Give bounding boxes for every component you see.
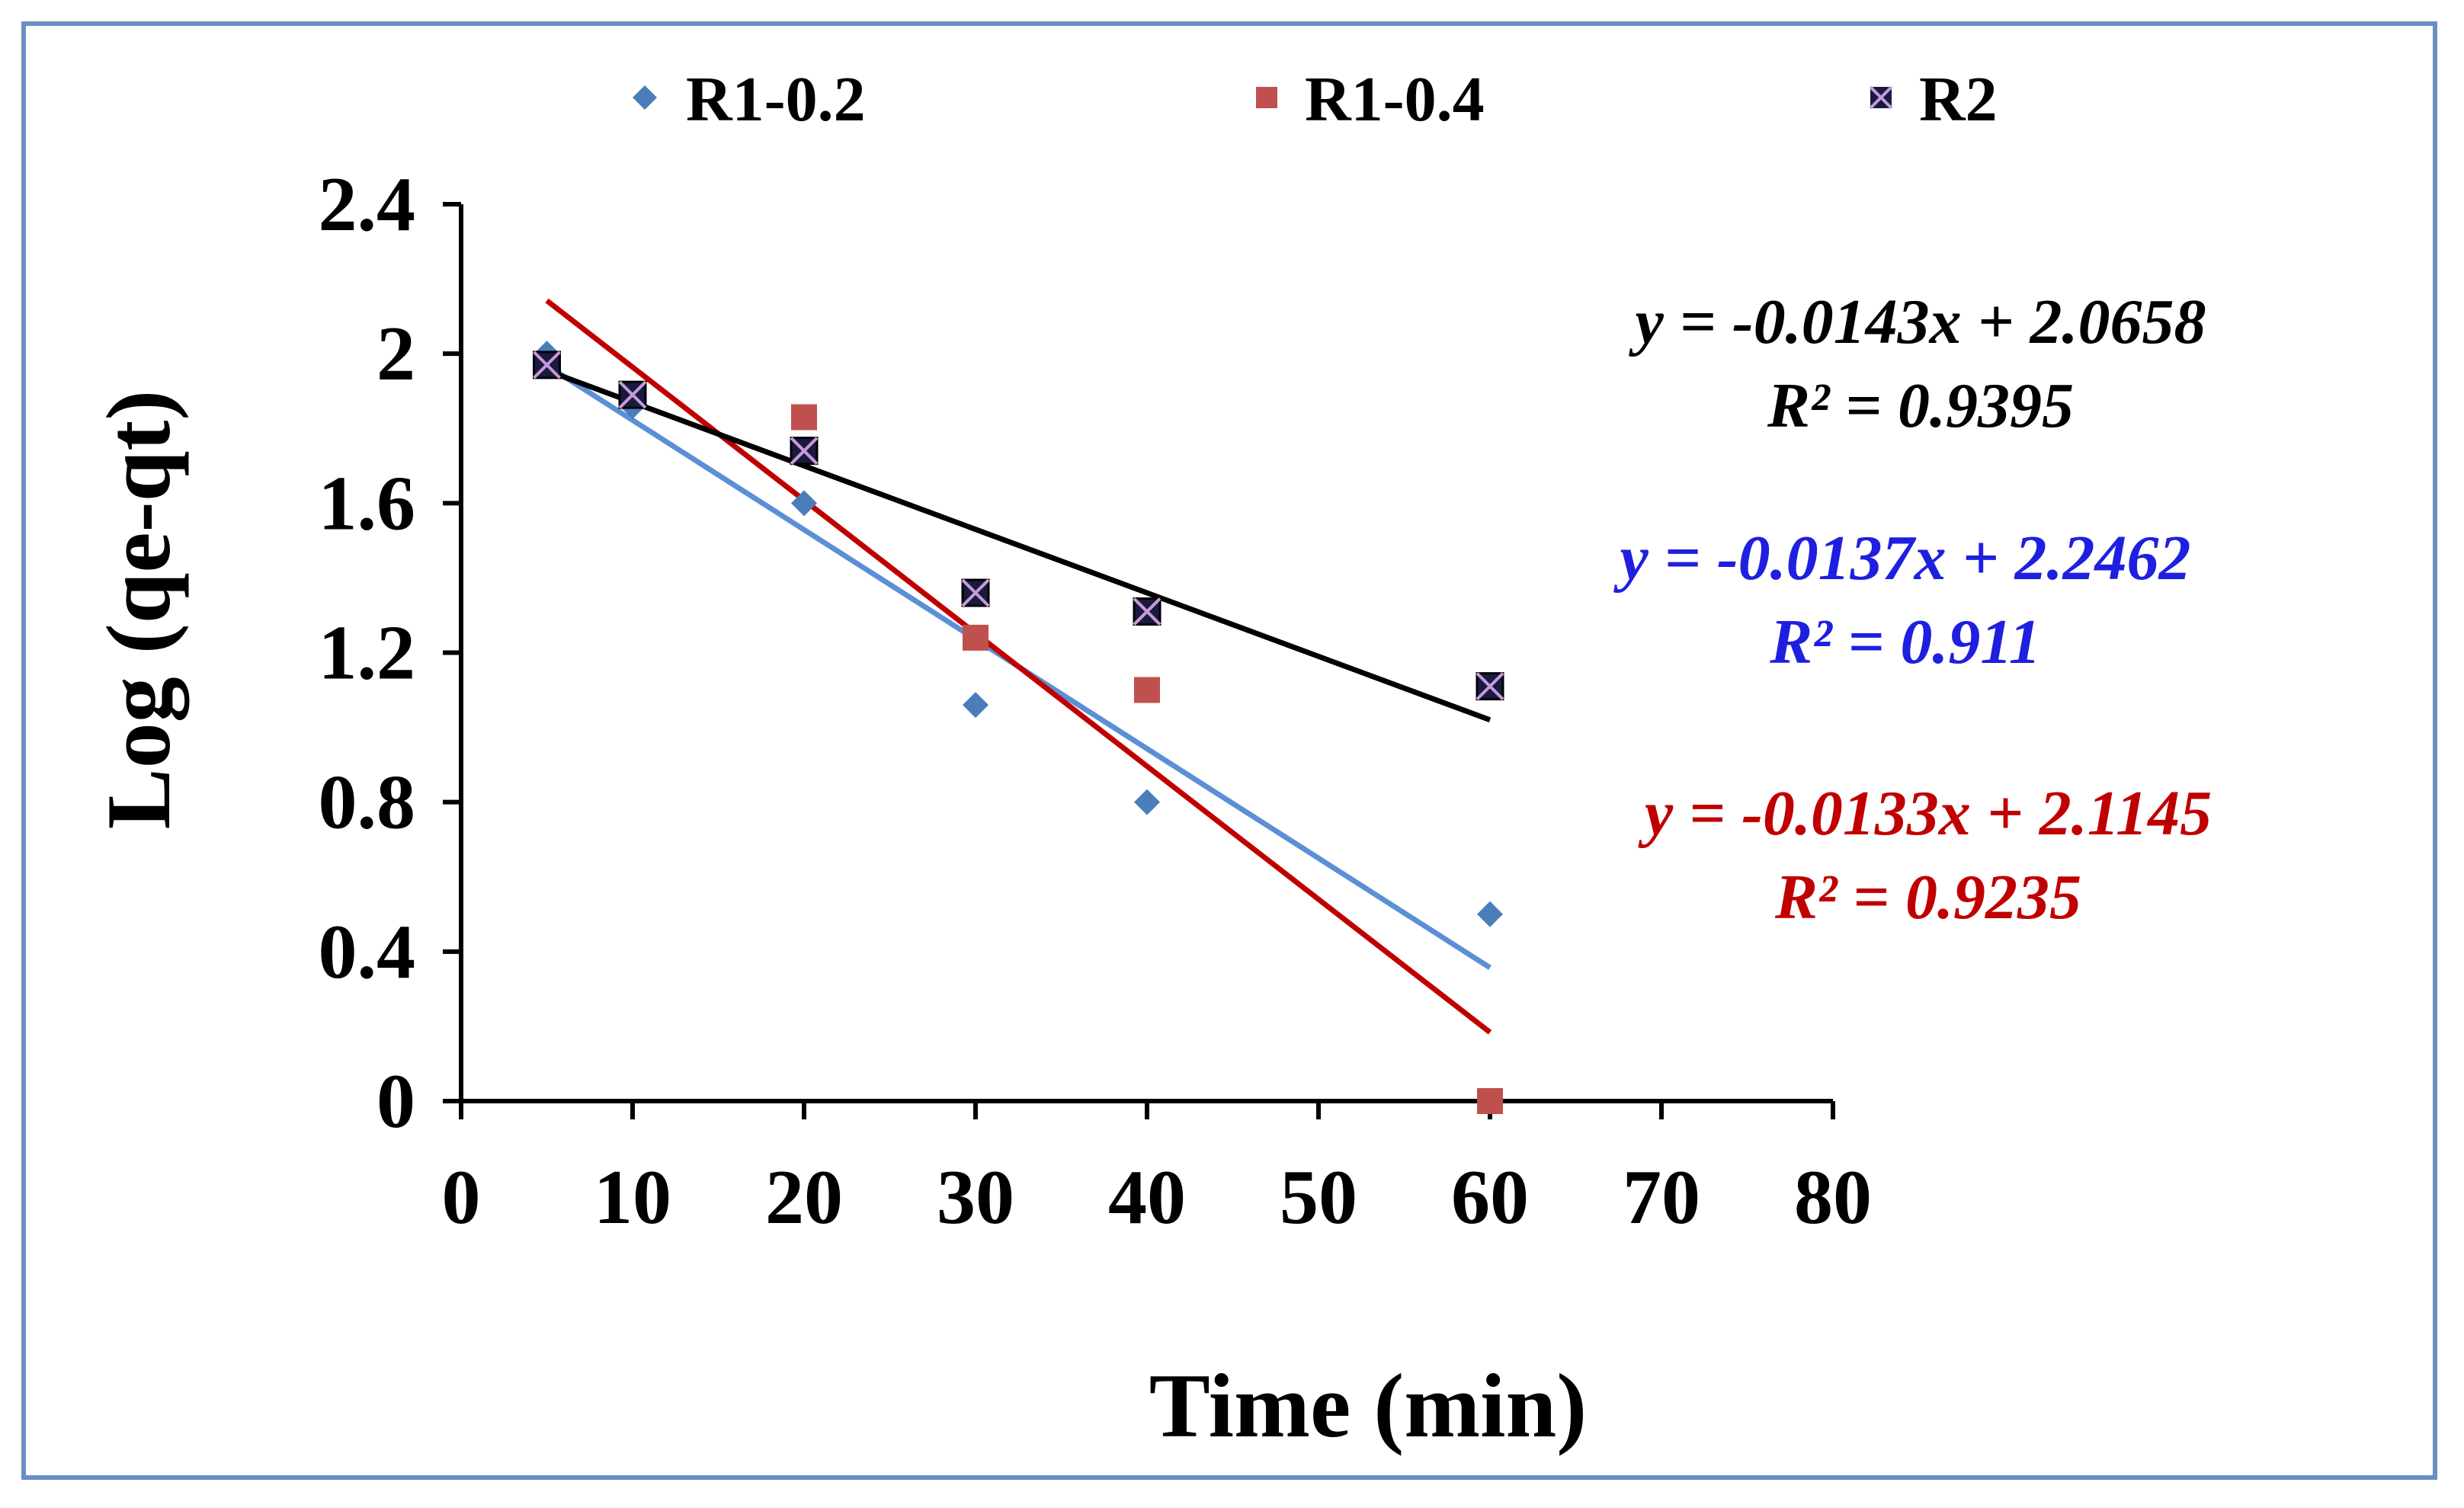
legend-label-r2: R2 <box>1919 64 1998 135</box>
point-r1-0-2 <box>791 490 817 517</box>
point-r1-0-2-shape <box>963 692 988 719</box>
point-r2 <box>1476 672 1504 701</box>
point-r2 <box>618 380 647 409</box>
point-r2-cross <box>533 351 561 379</box>
point-r2-cross <box>1476 672 1504 701</box>
y-tick-label: 2 <box>376 311 415 397</box>
legend-marker-r1-0-4 <box>1256 87 1277 108</box>
legend-label-r1-0-4: R1-0.4 <box>1305 64 1485 135</box>
point-r2 <box>533 351 561 379</box>
x-tick-label: 50 <box>1280 1154 1357 1241</box>
x-tick-label: 80 <box>1794 1154 1872 1241</box>
legend: R1-0.2 R1-0.4 R2 <box>633 64 1998 135</box>
point-r1-0-2 <box>963 692 988 719</box>
trendlines <box>545 298 1492 1035</box>
y-tick-label: 0.4 <box>319 909 416 995</box>
point-r2-cross <box>618 380 647 409</box>
x-tick-label: 0 <box>442 1154 481 1241</box>
point-r1-0-2-shape <box>1477 901 1503 927</box>
legend-entry-r1-0-2: R1-0.2 <box>633 64 866 135</box>
point-r1-0-4 <box>791 404 817 431</box>
x-tick-label: 20 <box>765 1154 843 1241</box>
y-tick-label: 0 <box>376 1058 415 1145</box>
point-r1-0-4 <box>963 624 988 651</box>
chart-frame <box>21 21 2437 1480</box>
legend-entry-r1-0-4: R1-0.4 <box>1256 64 1485 135</box>
y-axis-title: Log (qe-qt) <box>88 390 190 830</box>
point-r1-0-2-shape <box>1134 789 1160 815</box>
r-squared-r2: R² = 0.9395 <box>1767 370 2074 441</box>
y-tick-label: 1.2 <box>319 610 416 696</box>
x-axis-title: Time (min) <box>1149 1355 1587 1456</box>
trend-equations: y = -0.0143x + 2.0658 R² = 0.9395 y = -0… <box>1613 287 2212 933</box>
y-tick-label: 1.6 <box>319 460 416 546</box>
y-tick-label: 2.4 <box>319 162 416 248</box>
y-axis-ticks: 0 0.4 0.8 1.2 1.6 2 2.4 <box>319 162 461 1145</box>
trendline-r1-0-4 <box>545 298 1492 1035</box>
r-squared-r1-0-4: R² = 0.9235 <box>1774 862 2081 933</box>
point-r1-0-4-shape <box>963 624 988 651</box>
x-tick-label: 30 <box>937 1154 1014 1241</box>
legend-marker-cross <box>1869 85 1893 110</box>
point-r1-0-2 <box>1477 901 1503 927</box>
x-tick-label: 60 <box>1451 1154 1529 1241</box>
point-r2 <box>961 578 990 607</box>
point-r1-0-4 <box>1477 1088 1503 1114</box>
data-points <box>533 341 1504 1114</box>
equation-r2: y = -0.0143x + 2.0658 <box>1629 287 2206 357</box>
point-r1-0-2 <box>1134 789 1160 815</box>
point-r2 <box>790 437 819 466</box>
x-tick-label: 40 <box>1108 1154 1186 1241</box>
x-axis-ticks: 0 10 20 30 40 50 60 70 80 <box>442 1101 1872 1241</box>
point-r2 <box>1133 597 1162 626</box>
point-r2-cross <box>1133 597 1162 626</box>
x-tick-label: 10 <box>594 1154 671 1241</box>
point-r1-0-2-shape <box>791 490 817 517</box>
x-tick-label: 70 <box>1623 1154 1700 1241</box>
point-r1-0-4-shape <box>1477 1088 1503 1114</box>
equation-r1-0-4: y = -0.0133x + 2.1145 <box>1638 778 2212 849</box>
y-tick-label: 0.8 <box>319 760 416 846</box>
point-r1-0-4 <box>1134 677 1160 703</box>
point-r2-cross <box>790 437 819 466</box>
equation-r1-0-2: y = -0.0137x + 2.2462 <box>1613 523 2191 594</box>
trendline-r2 <box>546 367 1492 723</box>
legend-marker-r1-0-2 <box>633 85 657 110</box>
point-r1-0-4-shape <box>791 404 817 431</box>
point-r2-cross <box>961 578 990 607</box>
legend-entry-r2: R2 <box>1869 64 1998 135</box>
r-squared-r1-0-2: R² = 0.911 <box>1769 607 2040 677</box>
point-r1-0-4-shape <box>1134 677 1160 703</box>
legend-label-r1-0-2: R1-0.2 <box>686 64 866 135</box>
